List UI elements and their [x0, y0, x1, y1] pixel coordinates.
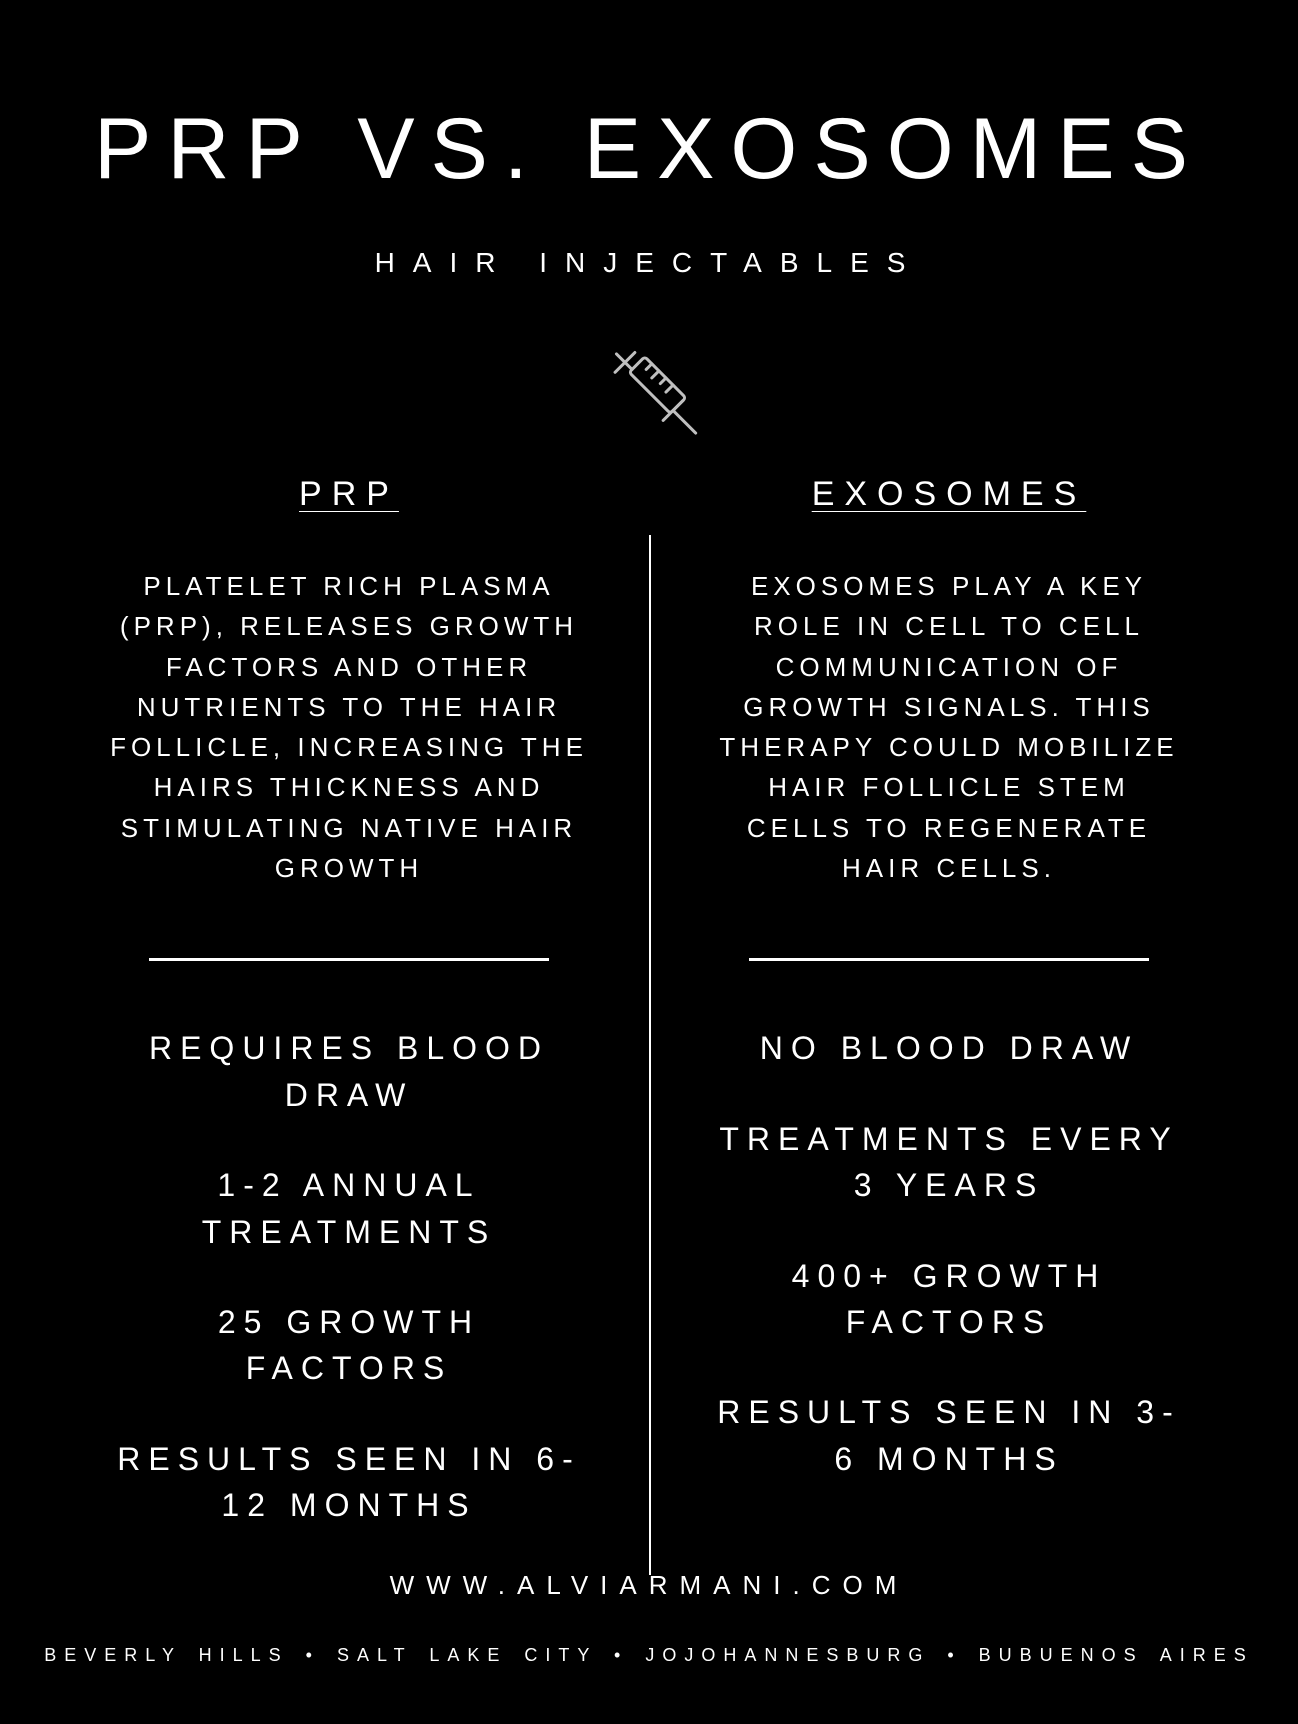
- page-title: PRP VS. EXOSOMES: [60, 100, 1238, 199]
- column-title-exosomes: EXOSOMES: [709, 475, 1189, 514]
- footer: WWW.ALVIARMANI.COM BEVERLY HILLS • SALT …: [0, 1570, 1298, 1666]
- bullet-prp-3: RESULTS SEEN IN 6-12 MONTHS: [109, 1436, 589, 1529]
- bullet-exo-2: 400+ GROWTH FACTORS: [709, 1253, 1189, 1346]
- bullet-exo-1: TREATMENTS EVERY 3 YEARS: [709, 1116, 1189, 1209]
- horizontal-rule: [749, 958, 1149, 961]
- column-exosomes: EXOSOMES EXOSOMES PLAY A KEY ROLE IN CEL…: [689, 475, 1209, 1573]
- bullet-prp-1: 1-2 ANNUAL TREATMENTS: [109, 1162, 589, 1255]
- comparison-columns: PRP PLATELET RICH PLASMA (PRP), RELEASES…: [60, 475, 1238, 1573]
- description-prp: PLATELET RICH PLASMA (PRP), RELEASES GRO…: [109, 566, 589, 888]
- page-subtitle: HAIR INJECTABLES: [60, 247, 1238, 279]
- column-prp: PRP PLATELET RICH PLASMA (PRP), RELEASES…: [89, 475, 609, 1573]
- website-url: WWW.ALVIARMANI.COM: [0, 1570, 1298, 1601]
- bullet-prp-0: REQUIRES BLOOD DRAW: [109, 1025, 589, 1118]
- locations-list: BEVERLY HILLS • SALT LAKE CITY • JOJOHAN…: [0, 1645, 1298, 1666]
- description-exosomes: EXOSOMES PLAY A KEY ROLE IN CELL TO CELL…: [709, 566, 1189, 888]
- bullet-exo-0: NO BLOOD DRAW: [709, 1025, 1189, 1071]
- horizontal-rule: [149, 958, 549, 961]
- infographic-page: PRP VS. EXOSOMES HAIR INJECTABLES PRP PL…: [0, 0, 1298, 1724]
- vertical-divider: [649, 535, 651, 1575]
- syringe-icon: [564, 317, 734, 487]
- bullet-prp-2: 25 GROWTH FACTORS: [109, 1299, 589, 1392]
- column-title-prp: PRP: [109, 475, 589, 514]
- bullet-exo-3: RESULTS SEEN IN 3-6 MONTHS: [709, 1389, 1189, 1482]
